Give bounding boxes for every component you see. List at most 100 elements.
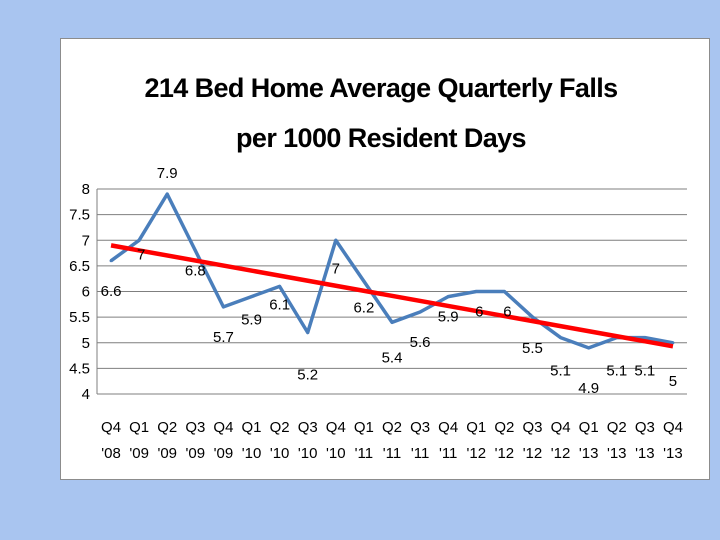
data-label: 5.6 bbox=[410, 334, 431, 351]
x-tick-label-quarter: Q3 bbox=[410, 419, 430, 436]
data-point bbox=[334, 238, 338, 242]
data-label: 5.1 bbox=[550, 363, 571, 380]
data-point bbox=[390, 320, 394, 324]
data-point bbox=[306, 331, 310, 334]
x-tick-label-quarter: Q4 bbox=[213, 419, 233, 436]
x-tick-label-year: '12 bbox=[523, 445, 543, 462]
y-tick-label: 5.5 bbox=[69, 309, 90, 326]
x-tick-label-year: '13 bbox=[579, 445, 599, 462]
x-tick-label-year: '10 bbox=[242, 445, 262, 462]
trendline bbox=[110, 243, 674, 349]
x-tick-label-year: '09 bbox=[129, 445, 149, 462]
data-point bbox=[643, 336, 647, 340]
x-tick-label-quarter: Q1 bbox=[129, 419, 149, 436]
data-label: 6.8 bbox=[185, 263, 206, 280]
x-tick-label-year: '13 bbox=[607, 445, 627, 462]
data-label: 5.1 bbox=[634, 363, 655, 380]
x-tick-label-quarter: Q2 bbox=[382, 419, 402, 436]
data-label: 6.2 bbox=[353, 299, 374, 316]
x-tick-label-year: '12 bbox=[551, 445, 571, 462]
x-tick-label-quarter: Q1 bbox=[242, 419, 262, 436]
data-label: 5.1 bbox=[606, 363, 627, 380]
x-tick-label-quarter: Q3 bbox=[298, 419, 318, 436]
x-tick-label-quarter: Q2 bbox=[157, 419, 177, 436]
x-tick-label-year: '08 bbox=[101, 445, 121, 462]
data-label: 7 bbox=[137, 246, 145, 263]
x-tick-label-year: '13 bbox=[663, 445, 683, 462]
data-point bbox=[418, 310, 422, 314]
x-tick-label-quarter: Q3 bbox=[185, 419, 205, 436]
x-tick-label-year: '10 bbox=[326, 445, 346, 462]
x-tick-label-quarter: Q4 bbox=[438, 419, 458, 436]
data-label: 5.9 bbox=[438, 309, 459, 326]
x-axis-ticks: Q4 '08 Q1 '09 Q2 '09 Q3 '09 Q4 '09 Q1 '10 Q2 '10 Q3 '10… bbox=[101, 419, 683, 462]
data-point bbox=[278, 284, 282, 288]
x-tick-label-quarter: Q2 bbox=[270, 419, 290, 436]
y-axis-ticks: 4 4.5 5 5.5 6 6.5 7 7.5 8 bbox=[69, 181, 90, 403]
x-tick-label-year: '09 bbox=[214, 445, 234, 462]
x-tick-label-year: '09 bbox=[186, 445, 206, 462]
x-tick-label-quarter: Q4 bbox=[551, 419, 571, 436]
data-point bbox=[474, 290, 478, 293]
data-point bbox=[137, 238, 141, 242]
gridlines bbox=[96, 188, 687, 395]
y-tick-label: 6.5 bbox=[69, 258, 90, 275]
x-tick-label-quarter: Q4 bbox=[326, 419, 346, 436]
data-label: 6 bbox=[475, 304, 483, 321]
data-label: 6.6 bbox=[101, 283, 122, 300]
data-label: 6 bbox=[503, 304, 511, 321]
data-label: 4.9 bbox=[578, 380, 599, 397]
data-point bbox=[559, 336, 563, 340]
x-tick-label-year: '11 bbox=[355, 445, 373, 462]
data-labels: 6.6 7 7.9 6.8 5.7 5.9 6.1 5.2 7 6.2 5.4 5.6 5.9 6 6 5.5… bbox=[101, 165, 678, 397]
x-tick-label-year: '09 bbox=[157, 445, 177, 462]
chart-area bbox=[60, 38, 710, 480]
data-label: 5.5 bbox=[522, 340, 543, 357]
data-point bbox=[250, 295, 254, 299]
data-label: 5.7 bbox=[213, 329, 234, 346]
x-tick-label-quarter: Q3 bbox=[522, 419, 542, 436]
x-tick-label-quarter: Q1 bbox=[466, 419, 486, 436]
chart-title-line-2: per 1000 Resident Days bbox=[236, 123, 526, 153]
chart-title-line-1: 214 Bed Home Average Quarterly Falls bbox=[144, 73, 617, 103]
x-tick-label-quarter: Q3 bbox=[635, 419, 655, 436]
data-point bbox=[502, 290, 506, 293]
data-point bbox=[446, 295, 450, 299]
x-tick-label-quarter: Q4 bbox=[101, 419, 121, 436]
x-tick-label-year: '11 bbox=[383, 445, 401, 462]
data-point bbox=[165, 192, 169, 196]
data-point bbox=[221, 305, 225, 309]
data-label: 5 bbox=[669, 373, 677, 390]
x-tick-label-quarter: Q2 bbox=[494, 419, 514, 436]
data-point bbox=[109, 259, 113, 263]
data-point bbox=[193, 249, 197, 252]
x-tick-label-quarter: Q4 bbox=[663, 419, 683, 436]
x-tick-label-quarter: Q2 bbox=[607, 419, 627, 436]
data-label: 5.9 bbox=[241, 312, 262, 329]
y-tick-label: 5 bbox=[82, 335, 90, 352]
y-tick-label: 7 bbox=[82, 232, 90, 249]
x-tick-label-year: '10 bbox=[298, 445, 318, 462]
x-tick-label-quarter: Q1 bbox=[579, 419, 599, 436]
y-tick-label: 4 bbox=[82, 386, 90, 403]
x-tick-label-year: '10 bbox=[270, 445, 290, 462]
x-tick-label-year: '11 bbox=[439, 445, 457, 462]
y-tick-label: 4.5 bbox=[69, 360, 90, 377]
data-point bbox=[530, 315, 534, 319]
y-tick-label: 8 bbox=[82, 181, 90, 198]
data-point bbox=[362, 279, 366, 283]
y-tick-label: 6 bbox=[82, 284, 90, 301]
data-point bbox=[671, 341, 675, 345]
data-label: 5.2 bbox=[297, 367, 318, 384]
x-tick-label-quarter: Q1 bbox=[354, 419, 374, 436]
x-tick-label-year: '13 bbox=[635, 445, 655, 462]
data-point bbox=[587, 346, 591, 350]
data-label: 6.1 bbox=[269, 296, 290, 313]
data-label: 7.9 bbox=[157, 165, 178, 182]
x-tick-label-year: '11 bbox=[411, 445, 429, 462]
y-tick-label: 7.5 bbox=[69, 207, 90, 224]
data-label: 7 bbox=[332, 260, 340, 277]
x-tick-label-year: '12 bbox=[495, 445, 515, 462]
